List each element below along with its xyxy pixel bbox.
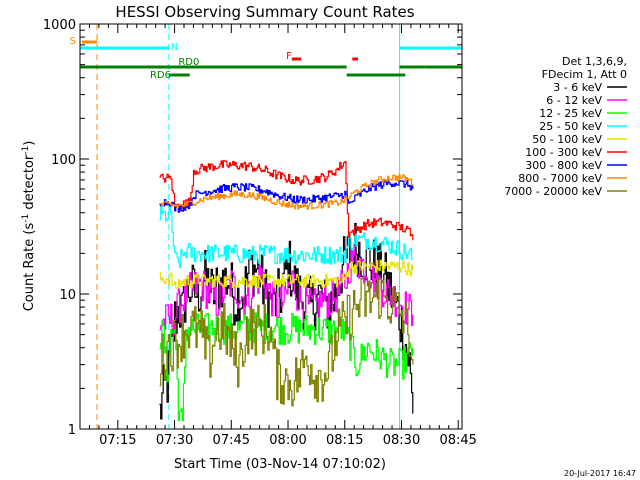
chart-title: HESSI Observing Summary Count Rates (115, 3, 414, 21)
flag-s-label: S (70, 36, 76, 47)
flag-rd6-label: RD6 (150, 70, 171, 81)
legend-header-0: Det 1,3,6,9, (562, 55, 627, 68)
x-tick-label-0800: 08:00 (269, 433, 306, 448)
y-axis-label: Count Rate (s-1 detector-1) (21, 141, 37, 312)
plot-content: S N F RD0 RD6 (70, 24, 463, 429)
legend-header-1: FDecim 1, Att 0 (542, 68, 627, 81)
y-tick-label-1000: 1000 (43, 18, 76, 33)
series-line-5 (159, 160, 414, 241)
x-tick-label-0730: 07:30 (156, 433, 193, 448)
series-line-7 (159, 174, 414, 210)
flag-f-label: F (286, 51, 292, 62)
y-label-end: ) (22, 141, 37, 146)
legend-label-0: 3 - 6 keV (553, 81, 602, 94)
y-tick-label-1: 1 (68, 423, 76, 438)
y-label-sup1: -1 (21, 214, 31, 223)
plot-frame (79, 23, 463, 430)
y-axis: 1 10 100 1000 (43, 18, 462, 438)
series-line-4 (159, 259, 414, 289)
y-label-sup2: -1 (21, 146, 31, 155)
y-label-mid: detector (22, 154, 37, 214)
legend-label-3: 25 - 50 keV (539, 120, 602, 133)
series-line-8 (159, 276, 414, 407)
legend-label-6: 300 - 800 keV (525, 159, 602, 172)
legend-label-8: 7000 - 20000 keV (504, 185, 602, 198)
legend-label-2: 12 - 25 keV (539, 107, 602, 120)
legend-label-1: 6 - 12 keV (546, 94, 602, 107)
y-tick-label-100: 100 (51, 153, 76, 168)
x-tick-label-0845: 08:45 (439, 433, 476, 448)
x-tick-label-0745: 07:45 (213, 433, 250, 448)
series-line-3 (159, 206, 414, 268)
y-tick-label-10: 10 (59, 288, 76, 303)
flag-rd0-label: RD0 (178, 57, 199, 68)
flag-n-label: N (171, 42, 178, 53)
legend-label-7: 800 - 7000 keV (518, 172, 602, 185)
x-tick-label-0830: 08:30 (383, 433, 420, 448)
x-tick-label-0815: 08:15 (326, 433, 363, 448)
x-axis: 07:15 07:30 07:45 08:00 08:15 08:30 08:45 (79, 24, 477, 448)
x-tick-label-0715: 07:15 (99, 433, 136, 448)
x-axis-label: Start Time (03-Nov-14 07:10:02) (174, 457, 386, 472)
timestamp: 20-Jul-2017 16:47 (564, 469, 636, 478)
legend-label-5: 100 - 300 keV (525, 146, 602, 159)
y-label-main: Count Rate (s (22, 223, 37, 312)
legend-label-4: 50 - 100 keV (532, 133, 602, 146)
